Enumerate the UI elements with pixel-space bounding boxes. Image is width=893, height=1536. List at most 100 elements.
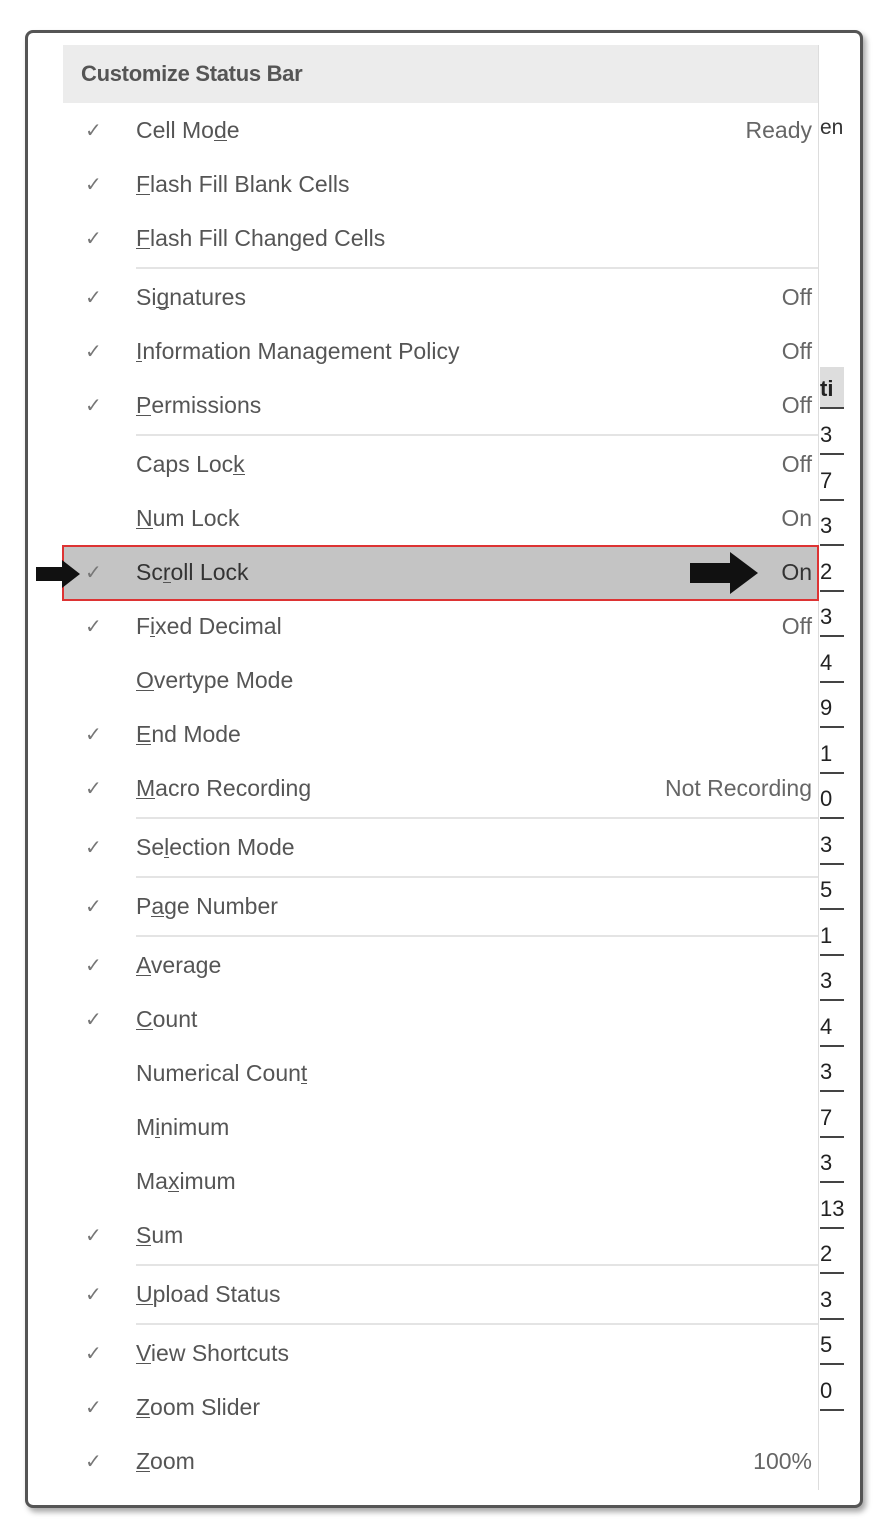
menu-item-selection-mode[interactable]: ✓ Selection Mode xyxy=(63,821,818,875)
menu-item-label: Overtype Mode xyxy=(136,667,294,693)
menu-item-minimum[interactable]: Minimum xyxy=(63,1101,818,1155)
accelerator-underline xyxy=(136,415,152,416)
menu-item-label: Zoom Slider xyxy=(136,1394,260,1420)
check-icon: ✓ xyxy=(85,1225,102,1247)
menu-item-label: Flash Fill Blank Cells xyxy=(136,171,350,197)
menu-item-upload-status[interactable]: ✓ Upload Status xyxy=(63,1268,818,1322)
accelerator-underline xyxy=(167,1191,180,1192)
background-cell-fragment: 2 xyxy=(820,550,844,592)
background-cell-fragment: 2 xyxy=(820,1232,844,1274)
menu-item-maximum[interactable]: Maximum xyxy=(63,1155,818,1209)
check-icon: ✓ xyxy=(85,1343,102,1365)
arrow-right-icon xyxy=(690,552,758,594)
menu-item-sum[interactable]: ✓ Sum xyxy=(63,1209,818,1263)
menu-item-label: Permissions xyxy=(136,392,262,418)
menu-item-label: Zoom xyxy=(136,1448,195,1474)
menu-item-fixed-decimal[interactable]: ✓ Fixed Decimal Off xyxy=(63,600,818,654)
menu-separator xyxy=(136,434,818,436)
menu-item-caps-lock[interactable]: Caps Lock Off xyxy=(63,438,818,492)
accelerator-underline xyxy=(136,1417,151,1418)
check-icon: ✓ xyxy=(85,1451,102,1473)
accelerator-underline xyxy=(136,1029,153,1030)
menu-item-label: Selection Mode xyxy=(136,834,295,860)
menu-separator xyxy=(136,1264,818,1266)
menu-item-label: Num Lock xyxy=(136,505,240,531)
menu-item-label: Count xyxy=(136,1006,198,1032)
menu-separator xyxy=(136,876,818,878)
menu-item-label: Page Number xyxy=(136,893,278,919)
check-icon: ✓ xyxy=(85,174,102,196)
menu-item-numerical-count[interactable]: Numerical Count xyxy=(63,1047,818,1101)
menu-item-zoom-slider[interactable]: ✓ Zoom Slider xyxy=(63,1381,818,1435)
menu-separator xyxy=(136,267,818,269)
menu-item-label: Cell Mode xyxy=(136,117,240,143)
check-icon: ✓ xyxy=(85,724,102,746)
background-cell-fragment: 3 xyxy=(820,1050,844,1092)
menu-item-end-mode[interactable]: ✓ End Mode xyxy=(63,708,818,762)
menu-item-label: Caps Lock xyxy=(136,451,245,477)
menu-item-label: Flash Fill Changed Cells xyxy=(136,225,386,251)
check-icon: ✓ xyxy=(85,896,102,918)
background-cell-fragment: 3 xyxy=(820,504,844,546)
background-spreadsheet-column: ti 3 7 3 2 3 4 9 1 0 3 5 1 3 4 3 7 3 13 2 3 5 0 xyxy=(818,45,848,1490)
menu-item-num-lock[interactable]: Num Lock On xyxy=(63,492,818,546)
menu-item-value: Ready xyxy=(745,117,812,143)
menu-item-information-management-policy[interactable]: ✓ Information Management Policy Off xyxy=(63,325,818,379)
accelerator-underline xyxy=(136,194,151,195)
menu-item-value: On xyxy=(781,559,812,585)
background-cell-fragment: 3 xyxy=(820,413,844,455)
menu-item-label: View Shortcuts xyxy=(136,1340,289,1366)
menu-item-view-shortcuts[interactable]: ✓ View Shortcuts xyxy=(63,1327,818,1381)
background-cell-fragment: 4 xyxy=(820,641,844,683)
menu-separator xyxy=(136,817,818,819)
menu-item-overtype-mode[interactable]: Overtype Mode xyxy=(63,654,818,708)
accelerator-underline xyxy=(136,798,156,799)
background-cell-fragment: 7 xyxy=(820,459,844,501)
accelerator-underline xyxy=(164,857,170,858)
accelerator-underline xyxy=(136,361,143,362)
menu-item-permissions[interactable]: ✓ Permissions Off xyxy=(63,379,818,433)
check-icon: ✓ xyxy=(85,562,102,584)
accelerator-underline xyxy=(150,636,156,637)
background-cell-fragment: 5 xyxy=(820,1323,844,1365)
menu-item-label: Average xyxy=(136,952,222,978)
accelerator-underline xyxy=(136,1245,152,1246)
accelerator-underline xyxy=(155,1137,161,1138)
menu-item-scroll-lock[interactable]: ✓ Scroll Lock On xyxy=(62,545,819,601)
background-cell-fragment: 0 xyxy=(820,777,844,819)
menu-item-label: Signatures xyxy=(136,284,246,310)
accelerator-underline xyxy=(136,690,154,691)
menu-separator xyxy=(136,935,818,937)
menu-item-page-number[interactable]: ✓ Page Number xyxy=(63,880,818,934)
accelerator-underline xyxy=(136,1304,153,1305)
accelerator-underline xyxy=(136,1471,151,1472)
menu-item-count[interactable]: ✓ Count xyxy=(63,993,818,1047)
menu-item-label: Macro Recording xyxy=(136,775,312,801)
accelerator-underline xyxy=(136,1363,151,1364)
menu-item-flash-fill-changed-cells[interactable]: ✓ Flash Fill Changed Cells xyxy=(63,212,818,266)
menu-item-value: Not Recording xyxy=(664,775,812,801)
menu-item-value: Off xyxy=(781,613,812,639)
menu-item-label: Scroll Lock xyxy=(136,559,249,585)
check-icon: ✓ xyxy=(85,1284,102,1306)
accelerator-underline xyxy=(213,140,227,141)
menu-item-average[interactable]: ✓ Average xyxy=(63,939,818,993)
background-cell-fragment: 1 xyxy=(820,914,844,956)
background-sheet-fragment: en xyxy=(820,116,844,139)
accelerator-underline xyxy=(136,744,152,745)
menu-item-zoom[interactable]: ✓ Zoom 100% xyxy=(63,1435,818,1489)
menu-item-value: 100% xyxy=(753,1448,812,1474)
accelerator-underline xyxy=(233,474,245,475)
background-cell-fragment: 0 xyxy=(820,1369,844,1411)
menu-header: Customize Status Bar xyxy=(63,45,818,103)
menu-item-value: On xyxy=(781,505,812,531)
menu-item-signatures[interactable]: ✓ Signatures Off xyxy=(63,271,818,325)
background-cell-fragment: 7 xyxy=(820,1096,844,1138)
menu-item-macro-recording[interactable]: ✓ Macro Recording Not Recording xyxy=(63,762,818,816)
menu-item-label: Upload Status xyxy=(136,1281,281,1307)
background-cell-fragment: 4 xyxy=(820,1005,844,1047)
check-icon: ✓ xyxy=(85,616,102,638)
menu-item-label: Fixed Decimal xyxy=(136,613,282,639)
menu-item-flash-fill-blank-cells[interactable]: ✓ Flash Fill Blank Cells xyxy=(63,158,818,212)
menu-item-cell-mode[interactable]: ✓ Cell Mode Ready xyxy=(63,104,818,158)
